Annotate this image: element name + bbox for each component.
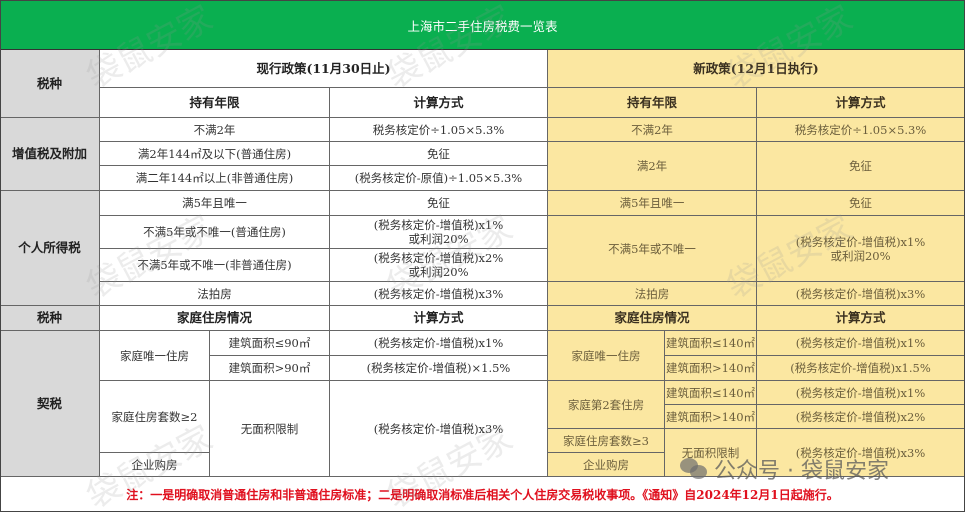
deed-new-multi: 家庭住房套数≥3 xyxy=(548,429,665,453)
header-tax-type-2: 税种 xyxy=(0,306,100,331)
deed-label: 契税 xyxy=(0,331,100,477)
deed-new-area: 建筑面积≤140㎡ xyxy=(665,331,757,356)
vat-label: 增值税及附加 xyxy=(0,118,100,191)
pit-new-calc: (税务核定价-增值税)x3% xyxy=(757,282,965,306)
header-new-calc: 计算方式 xyxy=(757,88,965,118)
pit-old-calc: (税务核定价-增值税)x1% 或利润20% xyxy=(330,216,548,249)
deed-new-calc: (税务核定价-增值税)x1% xyxy=(757,381,965,405)
calc-line: (税务核定价-增值税)x2% xyxy=(373,251,504,265)
deed-old-no-limit: 无面积限制 xyxy=(210,381,330,477)
vat-new-calc: 税务核定价÷1.05×5.3% xyxy=(757,118,965,142)
vat-new-cond: 不满2年 xyxy=(548,118,757,142)
header-new-holding: 持有年限 xyxy=(548,88,757,118)
header-old-holding: 持有年限 xyxy=(100,88,330,118)
vat-new-cond: 满2年 xyxy=(548,142,757,191)
deed-new-area: 建筑面积>140㎡ xyxy=(665,356,757,381)
vat-old-calc: 免征 xyxy=(330,142,548,166)
header-tax-type: 税种 xyxy=(0,50,100,118)
header-new-policy: 新政策(12月1日执行) xyxy=(548,50,965,88)
calc-line: (税务核定价-增值税)x1% xyxy=(373,218,504,232)
pit-old-cond: 不满5年或不唯一(普通住房) xyxy=(100,216,330,249)
footnote: 注：一是明确取消普通住房和非普通住房标准；二是明确取消标准后相关个人住房交易税收… xyxy=(126,488,839,502)
calc-line: (税务核定价-增值税)x1% xyxy=(795,234,926,249)
pit-new-calc: 免征 xyxy=(757,191,965,216)
header-old-calc: 计算方式 xyxy=(330,88,548,118)
deed-new-calc: (税务核定价-增值税)x2% xyxy=(757,405,965,429)
deed-new-area: 建筑面积>140㎡ xyxy=(665,405,757,429)
deed-old-multi: 家庭住房套数≥2 xyxy=(100,381,210,453)
deed-new-calc: (税务核定价-增值税)x3% xyxy=(757,429,965,477)
header-new-family: 家庭住房情况 xyxy=(548,306,757,331)
deed-old-area: 建筑面积>90㎡ xyxy=(210,356,330,381)
header-new-calc-2: 计算方式 xyxy=(757,306,965,331)
pit-old-cond: 不满5年或不唯一(非普通住房) xyxy=(100,249,330,282)
vat-old-cond: 不满2年 xyxy=(100,118,330,142)
deed-old-company: 企业购房 xyxy=(100,453,210,477)
wechat-badge: 公众号 · 袋鼠安家 xyxy=(680,453,889,485)
wechat-badge-text: 公众号 · 袋鼠安家 xyxy=(714,459,889,484)
deed-old-calc: (税务核定价-增值税)x1% xyxy=(330,331,548,356)
vat-old-cond: 满二年144㎡以上(非普通住房) xyxy=(100,166,330,191)
deed-old-calc: (税务核定价-增值税)x3% xyxy=(330,381,548,477)
deed-new-calc: (税务核定价-增值税)x1.5% xyxy=(757,356,965,381)
pit-old-cond: 满5年且唯一 xyxy=(100,191,330,216)
header-old-family: 家庭住房情况 xyxy=(100,306,330,331)
vat-new-calc: 免征 xyxy=(757,142,965,191)
pit-old-calc: (税务核定价-增值税)x3% xyxy=(330,282,548,306)
pit-new-cond: 法拍房 xyxy=(548,282,757,306)
deed-old-only: 家庭唯一住房 xyxy=(100,331,210,381)
header-old-calc-2: 计算方式 xyxy=(330,306,548,331)
calc-line: 或利润20% xyxy=(830,248,891,263)
vat-old-calc: 税务核定价÷1.05×5.3% xyxy=(330,118,548,142)
pit-label: 个人所得税 xyxy=(0,191,100,306)
deed-new-company: 企业购房 xyxy=(548,453,665,477)
pit-new-cond: 不满5年或不唯一 xyxy=(548,216,757,282)
pit-old-calc: (税务核定价-增值税)x2% 或利润20% xyxy=(330,249,548,282)
wechat-icon xyxy=(680,458,708,480)
pit-old-calc: 免征 xyxy=(330,191,548,216)
header-current-policy: 现行政策(11月30日止) xyxy=(100,50,548,88)
vat-old-calc: (税务核定价-原值)÷1.05×5.3% xyxy=(330,166,548,191)
deed-new-calc: (税务核定价-增值税)x1% xyxy=(757,331,965,356)
deed-old-calc: (税务核定价-增值税)×1.5% xyxy=(330,356,548,381)
deed-old-area: 建筑面积≤90㎡ xyxy=(210,331,330,356)
vat-old-cond: 满2年144㎡及以下(普通住房) xyxy=(100,142,330,166)
deed-new-only: 家庭唯一住房 xyxy=(548,331,665,381)
deed-new-area: 建筑面积≤140㎡ xyxy=(665,381,757,405)
calc-line: 或利润20% xyxy=(408,232,469,246)
deed-new-second: 家庭第2套住房 xyxy=(548,381,665,429)
calc-line: 或利润20% xyxy=(408,265,469,279)
pit-new-cond: 满5年且唯一 xyxy=(548,191,757,216)
table-title: 上海市二手住房税费一览表 xyxy=(0,0,965,50)
pit-new-calc: (税务核定价-增值税)x1% 或利润20% xyxy=(757,216,965,282)
pit-old-cond: 法拍房 xyxy=(100,282,330,306)
